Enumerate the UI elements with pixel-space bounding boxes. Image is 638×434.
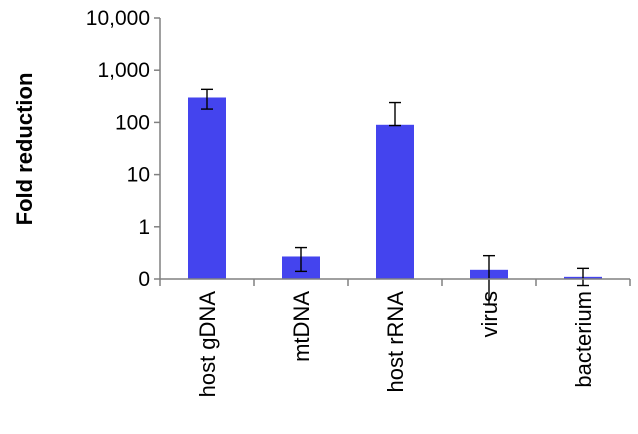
category-label: host gDNA [195, 291, 220, 398]
category-label: bacterium [571, 291, 596, 388]
y-axis-ticks: 0 1 10 100 1,000 10,000 [86, 7, 160, 291]
error-bar [389, 101, 401, 127]
y-tick-label: 100 [115, 111, 150, 134]
x-axis-ticks [159, 279, 631, 286]
bar-host-rrna [376, 124, 414, 279]
y-tick-label: 0 [138, 268, 150, 291]
category-label: mtDNA [289, 291, 314, 362]
error-bars [201, 88, 589, 305]
y-tick-label: 1,000 [97, 59, 150, 82]
y-axis-title: Fold reduction [12, 73, 37, 226]
y-tick-label: 10,000 [86, 7, 150, 30]
error-bar [201, 88, 213, 110]
y-tick-label: 1 [138, 216, 150, 239]
category-label: host rRNA [383, 291, 408, 393]
category-labels: host gDNA mtDNA host rRNA virus bacterium [195, 291, 596, 398]
y-tick-label: 10 [127, 164, 150, 187]
category-label: virus [477, 291, 502, 337]
bar-host-gdna [188, 97, 226, 280]
error-bar [577, 267, 589, 287]
error-bar [483, 254, 495, 305]
error-bar [295, 246, 307, 273]
